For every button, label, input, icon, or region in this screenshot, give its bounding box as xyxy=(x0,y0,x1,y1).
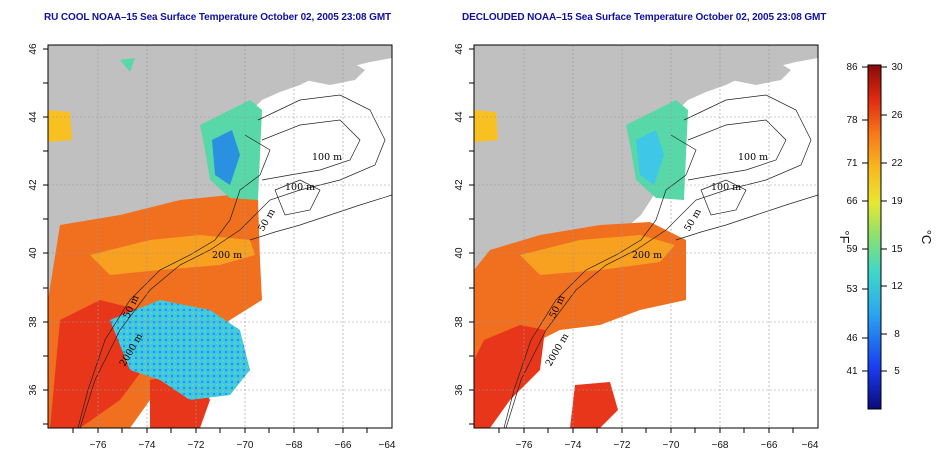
f-tick-label: 46 xyxy=(846,333,858,344)
x-tick-label: −74 xyxy=(565,440,582,451)
contour-label: 100 m xyxy=(285,182,315,193)
sst-patch-right xyxy=(474,110,498,142)
f-tick-label: 71 xyxy=(846,158,858,169)
c-tick-label: 5 xyxy=(894,366,900,377)
y-tick-label: 40 xyxy=(454,247,465,259)
y-tick-label: 46 xyxy=(28,43,39,55)
x-tick-label: −72 xyxy=(188,440,205,451)
y-tick-label: 36 xyxy=(28,384,39,396)
c-tick-label: 15 xyxy=(891,244,903,255)
c-tick-label: 30 xyxy=(891,62,903,73)
contour-label: 100 m xyxy=(711,182,741,193)
colorbar-celsius-labels: 30 26 22 19 15 12 8 5 xyxy=(891,62,903,377)
contour-label: 200 m xyxy=(632,250,662,261)
land-right xyxy=(474,45,818,400)
x-tick-label: −72 xyxy=(614,440,631,451)
c-tick-label: 19 xyxy=(891,196,903,207)
x-tick-label: −70 xyxy=(663,440,680,451)
x-axis-labels-right: −76 −74 −72 −70 −68 −66 −64 xyxy=(516,440,819,451)
grid-left xyxy=(48,45,392,428)
y-tick-label: 42 xyxy=(28,179,39,191)
x-tick-label: −68 xyxy=(712,440,729,451)
contour-label: 100 m xyxy=(312,152,342,163)
x-tick-label: −64 xyxy=(802,440,819,451)
c-tick-label: 8 xyxy=(894,329,900,340)
contour-label: 200 m xyxy=(212,250,242,261)
colorbar-fahrenheit-labels: 86 78 71 66 59 53 46 41 xyxy=(846,62,858,377)
f-tick-label: 66 xyxy=(846,196,858,207)
unit-fahrenheit: °F xyxy=(837,230,852,243)
map-title-left: RU COOL NOAA–15 Sea Surface Temperature … xyxy=(44,12,392,23)
x-axis-labels-left: −76 −74 −72 −70 −68 −66 −64 xyxy=(90,440,396,451)
y-axis-labels-right: 46 44 42 40 38 36 xyxy=(454,43,465,396)
y-tick-label: 44 xyxy=(28,111,39,123)
land-left xyxy=(48,45,392,400)
c-tick-label: 12 xyxy=(891,281,903,292)
x-tick-label: −64 xyxy=(379,440,396,451)
x-tick-label: −74 xyxy=(139,440,156,451)
y-tick-label: 46 xyxy=(454,43,465,55)
unit-celsius: °C xyxy=(919,230,934,245)
y-tick-label: 36 xyxy=(454,384,465,396)
x-tick-label: −76 xyxy=(516,440,533,451)
colorbar: 86 78 71 66 59 53 46 41 30 26 22 19 15 1… xyxy=(837,62,934,410)
y-tick-label: 38 xyxy=(28,316,39,328)
map-title-right: DECLOUDED NOAA–15 Sea Surface Temperatur… xyxy=(462,12,827,23)
y-tick-label: 44 xyxy=(454,111,465,123)
x-tick-label: −66 xyxy=(335,440,352,451)
x-tick-label: −68 xyxy=(286,440,303,451)
y-axis-labels-left: 46 44 42 40 38 36 xyxy=(28,43,39,396)
f-tick-label: 86 xyxy=(846,62,858,73)
y-tick-label: 42 xyxy=(454,179,465,191)
x-tick-label: −66 xyxy=(761,440,778,451)
contour-label: 100 m xyxy=(738,152,768,163)
y-tick-label: 40 xyxy=(28,247,39,259)
sst-cool-left xyxy=(110,300,250,400)
x-tick-label: −70 xyxy=(237,440,254,451)
f-tick-label: 41 xyxy=(846,366,858,377)
c-tick-label: 26 xyxy=(891,110,903,121)
x-tick-label: −76 xyxy=(90,440,107,451)
f-tick-label: 59 xyxy=(846,244,858,255)
f-tick-label: 78 xyxy=(846,115,858,126)
bathymetry-contours-left xyxy=(77,94,392,428)
grid-right xyxy=(474,45,818,428)
sst-patch-left xyxy=(48,110,72,142)
bathymetry-contours-right xyxy=(503,94,818,428)
sst-shelf-left xyxy=(90,235,255,275)
map-left: 100 m 100 m 50 m 200 m 50 m 2000 m xyxy=(28,43,396,451)
c-tick-label: 22 xyxy=(891,158,903,169)
f-tick-label: 53 xyxy=(846,284,858,295)
land-nova-scotia xyxy=(300,55,365,85)
map-right: 100 m 100 m 50 m 200 m 50 m 2000 m xyxy=(454,43,819,451)
y-tick-label: 38 xyxy=(454,316,465,328)
colorbar-gradient xyxy=(867,64,882,410)
sst-patch-south-right xyxy=(570,382,618,428)
